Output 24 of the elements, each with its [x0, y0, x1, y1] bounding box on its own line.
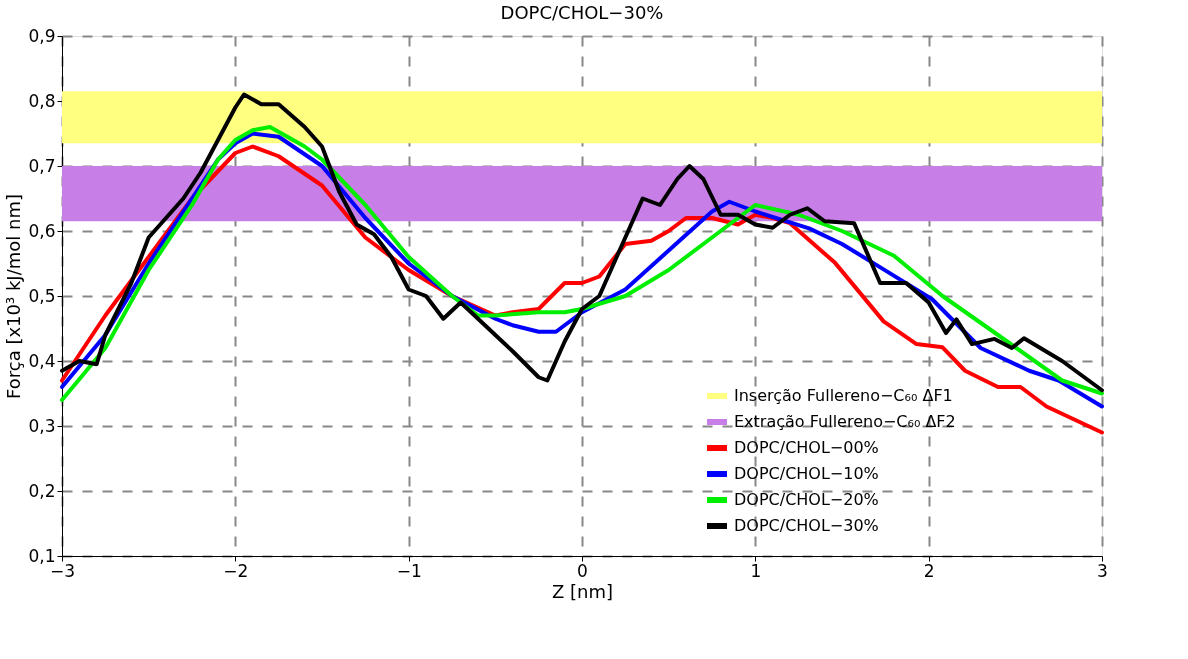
x-tick-label: 3	[1097, 560, 1108, 581]
y-tick-label: 0,2	[28, 480, 56, 501]
legend-label: DOPC/CHOL−30%	[734, 516, 879, 535]
x-tick-label: −2	[223, 560, 249, 581]
legend-label: DOPC/CHOL−00%	[734, 438, 879, 457]
y-tick-label: 0,9	[28, 25, 56, 46]
x-tick-label: 2	[923, 560, 935, 581]
y-tick-label: 0,5	[28, 285, 56, 306]
y-tick-label: 0,1	[28, 545, 56, 566]
y-tick-label: 0,3	[28, 415, 56, 436]
legend-label: DOPC/CHOL−20%	[734, 490, 879, 509]
x-tick-label: −1	[396, 560, 422, 581]
y-tick-label: 0,4	[28, 350, 56, 371]
y-tick-label: 0,7	[28, 155, 56, 176]
chart-title: DOPC/CHOL−30%	[500, 2, 664, 23]
y-tick-label: 0,6	[28, 220, 56, 241]
x-axis-title: Z [nm]	[551, 580, 614, 602]
y-tick-label: 0,8	[28, 90, 56, 111]
legend-label: Inserção Fullereno−C₆₀ ΔF1	[734, 386, 953, 405]
x-tick-label: 0	[577, 560, 588, 581]
legend-label: DOPC/CHOL−10%	[734, 464, 879, 483]
x-tick-label: 1	[750, 560, 762, 581]
legend-label: Extração Fullereno−C₆₀ ΔF2	[734, 412, 956, 431]
y-axis-title: Força [x10³ kJ/mol nm]	[3, 194, 25, 399]
